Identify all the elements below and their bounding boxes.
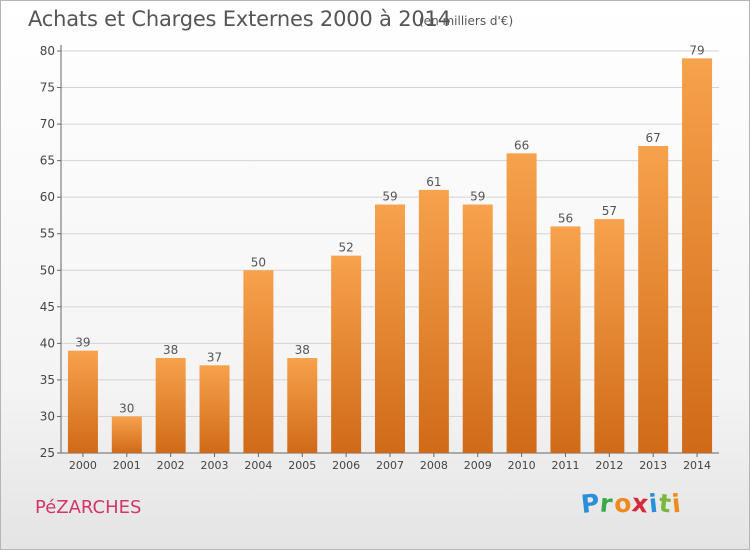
proxiti-logo: Proxiti	[580, 488, 683, 519]
data-label-2007: 59	[382, 189, 397, 203]
x-tick-label: 2001	[113, 459, 141, 472]
data-label-2013: 67	[646, 131, 661, 145]
bar-2008	[418, 189, 449, 453]
data-label-2014: 79	[689, 43, 704, 57]
bar-2004	[243, 270, 274, 453]
y-tick-label: 80	[40, 44, 55, 58]
y-tick-label: 50	[40, 263, 55, 277]
data-label-2001: 30	[119, 401, 134, 415]
bar-2001	[111, 416, 142, 453]
data-label-2012: 57	[602, 204, 617, 218]
x-tick-label: 2013	[639, 459, 667, 472]
x-tick-label: 2005	[288, 459, 316, 472]
bar-2002	[155, 357, 186, 453]
y-tick-label: 25	[40, 446, 55, 460]
bar-2009	[462, 204, 493, 453]
data-label-2000: 39	[75, 336, 90, 350]
bars	[67, 58, 713, 454]
y-tick-label: 60	[40, 190, 55, 204]
data-labels: 39 30 38 37 50 38 52 59 61 59 66 56 57 67 79	[75, 43, 704, 415]
y-tick-label: 75	[40, 81, 55, 95]
data-label-2005: 38	[295, 343, 310, 357]
data-label-2004: 50	[251, 255, 266, 269]
y-tick-label: 40	[40, 336, 55, 350]
x-tick-label: 2014	[683, 459, 711, 472]
commune-name: PéZARCHES	[35, 497, 142, 518]
y-tick-label: 45	[40, 300, 55, 314]
x-tick-label: 2006	[332, 459, 360, 472]
x-tick-label: 2011	[551, 459, 579, 472]
chart-title: Achats et Charges Externes 2000 à 2014	[28, 7, 451, 31]
x-tick-label: 2000	[69, 459, 97, 472]
y-tick-label: 35	[40, 373, 55, 387]
bar-2003	[199, 365, 230, 453]
x-tick-label: 2007	[376, 459, 404, 472]
y-tick-label: 70	[40, 117, 55, 131]
y-tick-label: 55	[40, 227, 55, 241]
data-label-2003: 37	[207, 350, 222, 364]
bar-2013	[638, 146, 669, 453]
bar-2011	[550, 226, 581, 453]
bar-2005	[287, 357, 318, 453]
bar-2006	[331, 255, 362, 453]
x-tick-label: 2009	[464, 459, 492, 472]
x-tick-label: 2002	[157, 459, 185, 472]
data-label-2002: 38	[163, 343, 178, 357]
x-tick-label: 2003	[201, 459, 229, 472]
data-label-2008: 61	[426, 175, 441, 189]
y-tick-label: 30	[40, 409, 55, 423]
bar-2012	[594, 219, 625, 453]
y-tick-label: 65	[40, 154, 55, 168]
logo-letter: i	[670, 488, 683, 519]
bar-2000	[67, 350, 98, 453]
x-tick-label: 2004	[244, 459, 272, 472]
bar-2014	[682, 58, 713, 454]
x-tick-label: 2012	[595, 459, 623, 472]
chart-subtitle: (en milliers d'€)	[419, 14, 514, 28]
bar-2010	[506, 153, 537, 453]
data-label-2010: 66	[514, 138, 529, 152]
data-label-2011: 56	[558, 211, 573, 225]
data-label-2009: 59	[470, 189, 485, 203]
data-label-2006: 52	[338, 241, 353, 255]
x-tick-label: 2008	[420, 459, 448, 472]
x-tick-label: 2010	[508, 459, 536, 472]
bar-2007	[375, 204, 405, 453]
